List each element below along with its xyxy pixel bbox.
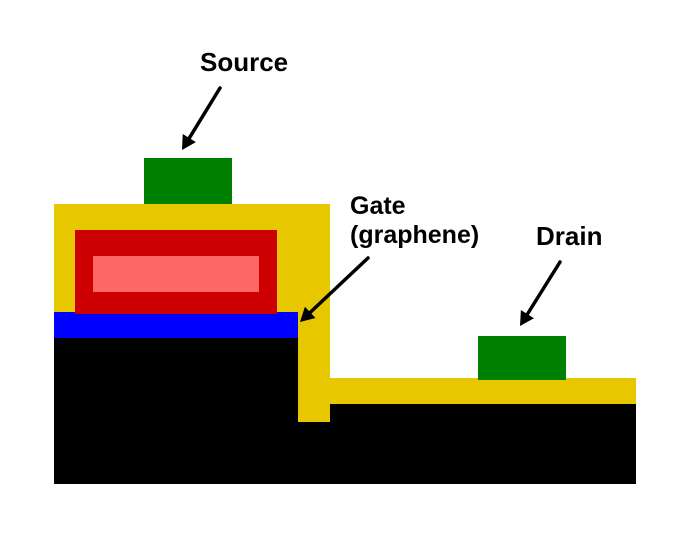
drain_arrow: [0, 0, 693, 535]
transistor-diagram: SourceGate (graphene)Drain: [0, 0, 693, 535]
